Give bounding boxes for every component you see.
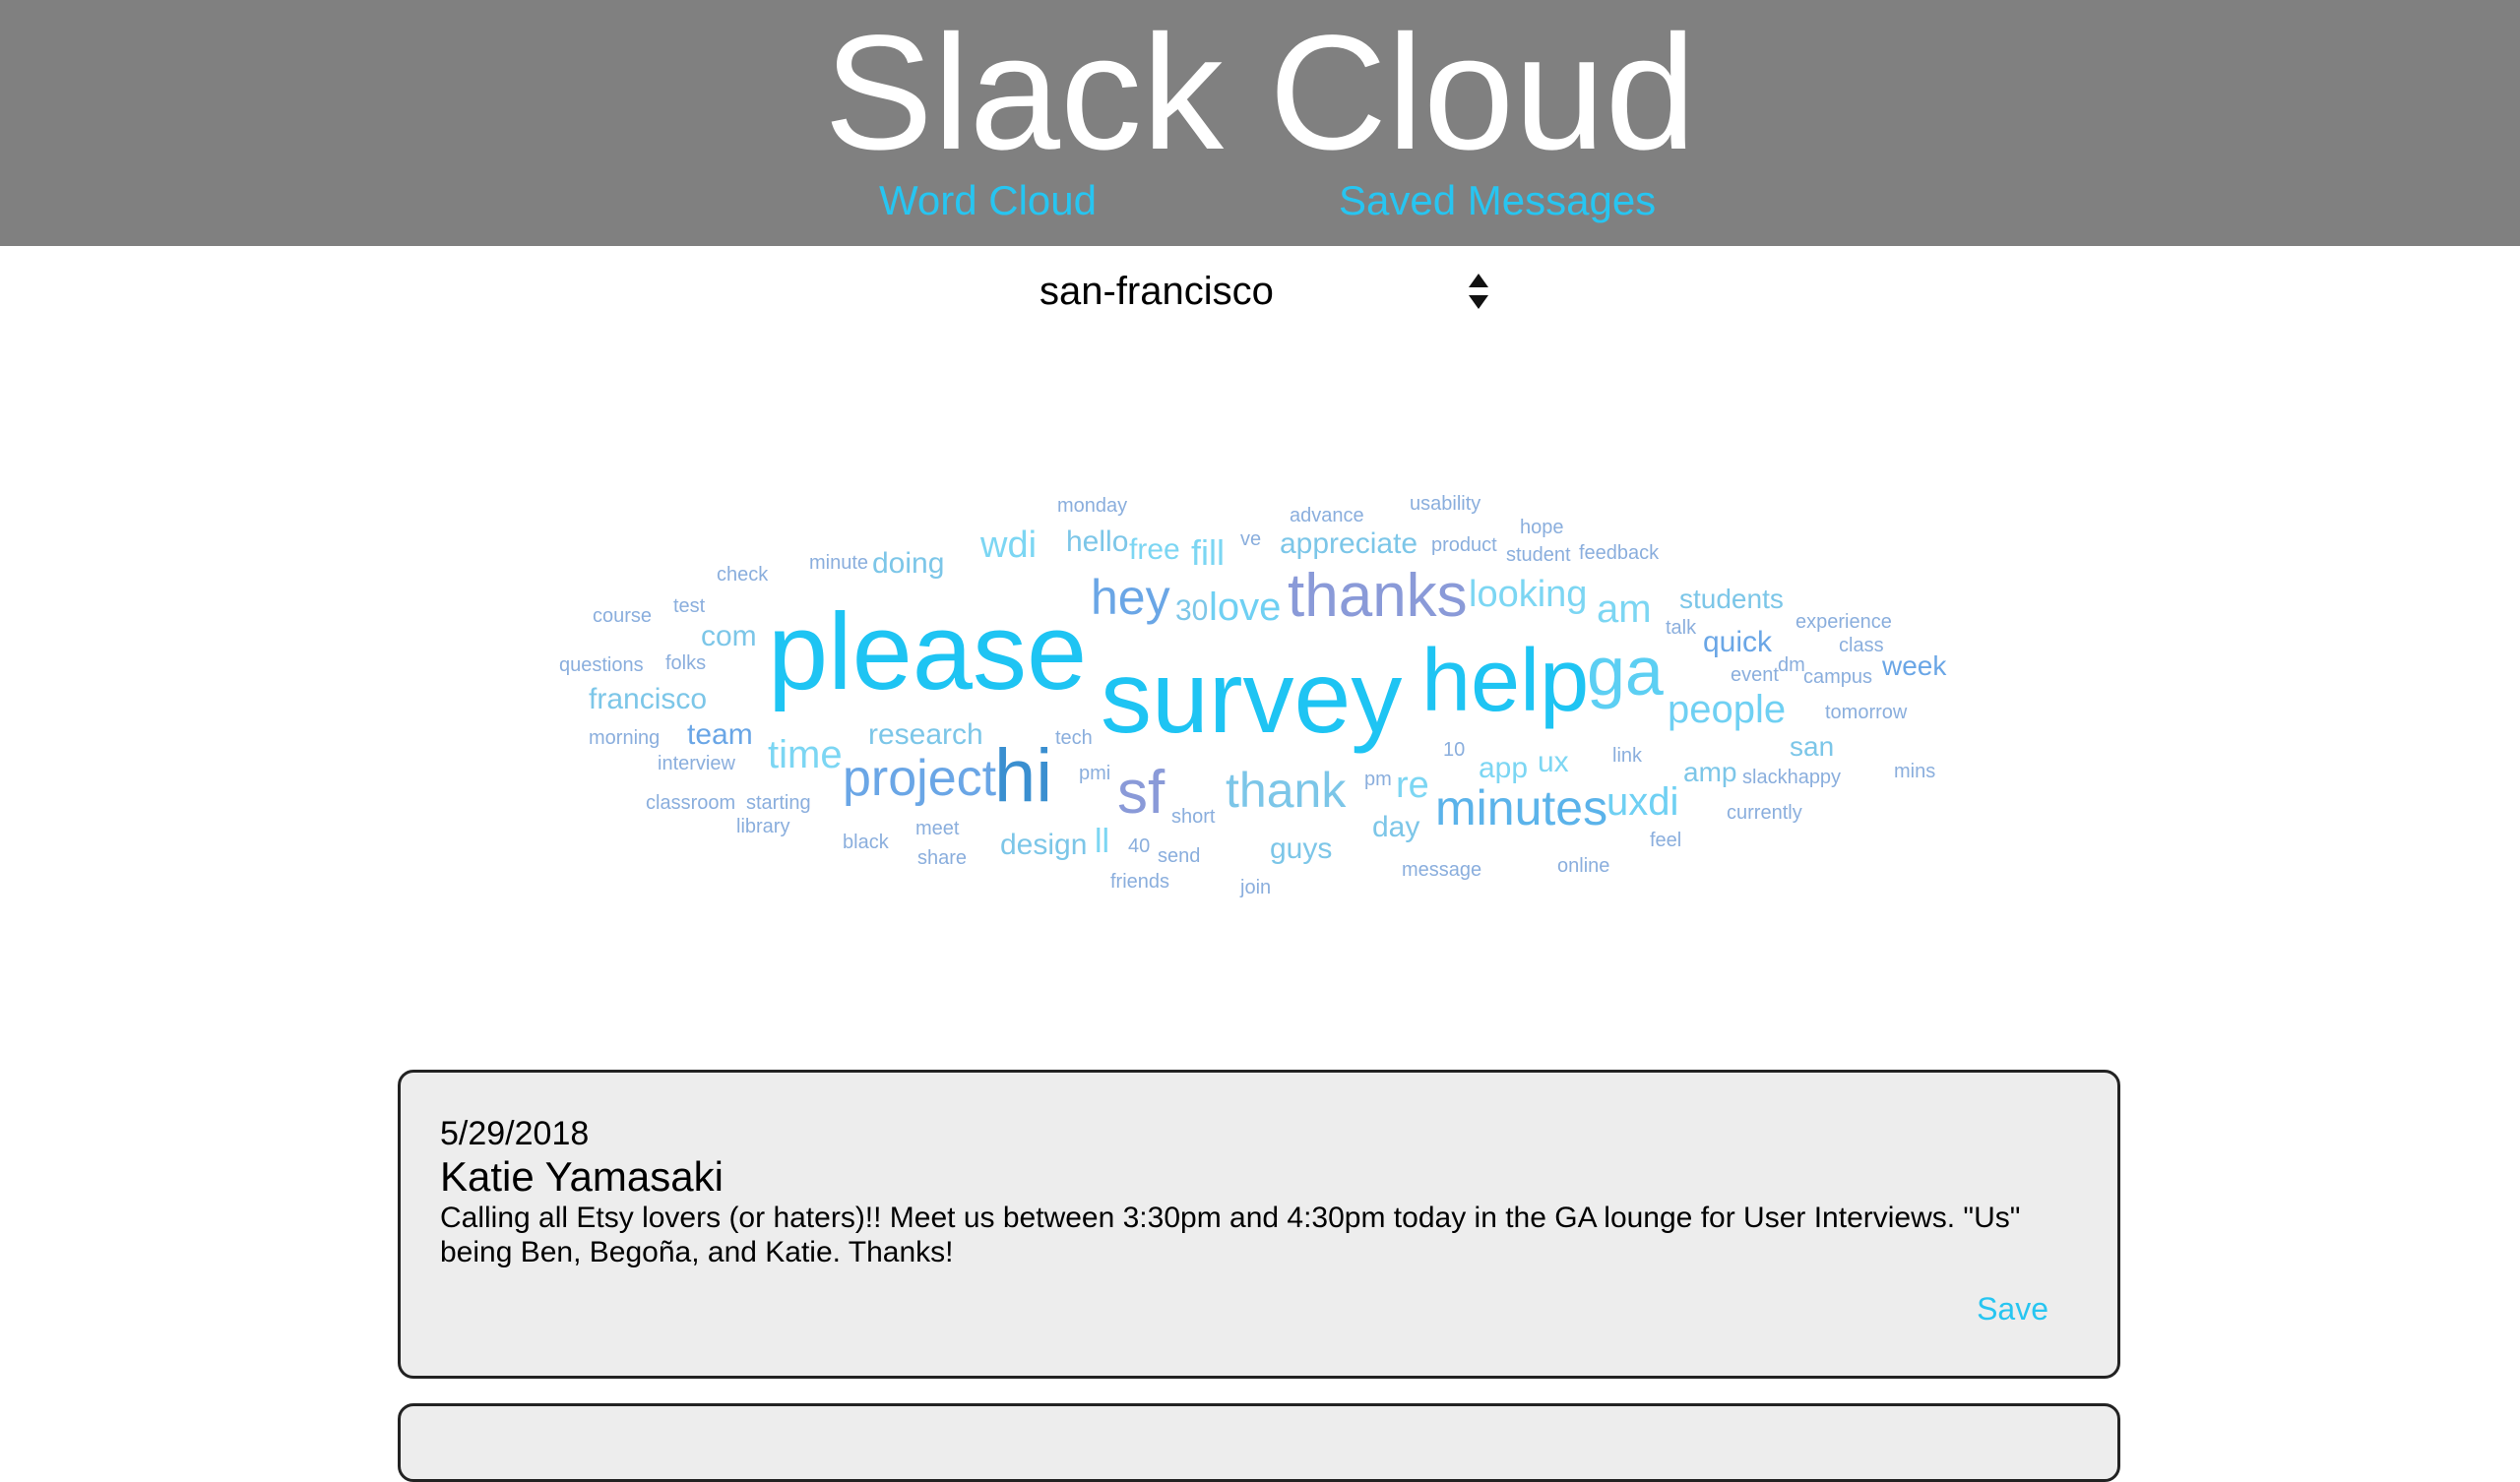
cloud-word-friends: friends (1110, 871, 1169, 893)
cloud-word-30: 30 (1175, 594, 1208, 627)
cloud-word-looking: looking (1469, 574, 1587, 615)
message-user: Katie Yamasaki (440, 1153, 724, 1200)
cloud-word-tech: tech (1055, 727, 1093, 749)
cloud-word-feedback: feedback (1579, 542, 1660, 564)
nav-word-cloud-link[interactable]: Word Cloud (879, 177, 1097, 223)
cloud-word-event: event (1731, 664, 1779, 686)
cloud-word-pmi: pmi (1079, 763, 1110, 784)
nav-saved-messages-link[interactable]: Saved Messages (1339, 177, 1657, 223)
cloud-word-usability: usability (1410, 493, 1480, 515)
cloud-word-10: 10 (1443, 739, 1465, 761)
message-text: Calling all Etsy lovers (or haters)!! Me… (440, 1202, 2021, 1268)
cloud-word-mins: mins (1894, 761, 1935, 782)
cloud-word-share: share (917, 847, 967, 869)
channel-select-value: san-francisco (1040, 270, 1274, 313)
cloud-word-dm: dm (1778, 654, 1805, 676)
cloud-word-ve: ve (1240, 528, 1261, 550)
cloud-word-link: link (1612, 745, 1643, 767)
cloud-word-classroom: classroom (646, 792, 735, 814)
cloud-word-check: check (717, 564, 769, 586)
cloud-word-hi: hi (994, 734, 1052, 818)
cloud-word-slackhappy: slackhappy (1742, 767, 1841, 788)
cloud-word-uxdi: uxdi (1606, 780, 1678, 824)
cloud-word-talk: talk (1666, 617, 1697, 639)
cloud-word-design: design (1000, 829, 1087, 861)
cloud-word-currently: currently (1727, 802, 1802, 824)
cloud-word-hello: hello (1066, 525, 1128, 558)
cloud-word-wdi: wdi (979, 525, 1037, 566)
cloud-word-monday: monday (1057, 495, 1127, 517)
app-title: Slack Cloud (824, 2, 1696, 184)
cloud-word-test: test (673, 595, 706, 617)
cloud-word-tomorrow: tomorrow (1825, 702, 1908, 723)
cloud-word-minutes: minutes (1435, 780, 1607, 835)
cloud-word-black: black (843, 832, 890, 853)
cloud-word-thanks: thanks (1288, 562, 1468, 630)
cloud-word-please: please (768, 591, 1087, 712)
channel-select[interactable]: san-francisco (1024, 262, 1496, 321)
cloud-word-starting: starting (746, 792, 811, 814)
cloud-word-feel: feel (1650, 830, 1681, 851)
cloud-word-doing: doing (872, 547, 944, 580)
cloud-word-re: re (1396, 765, 1429, 806)
cloud-word-product: product (1431, 534, 1497, 556)
cloud-word-ll: ll (1095, 823, 1109, 860)
cloud-word-appreciate: appreciate (1280, 527, 1418, 560)
cloud-word-class: class (1839, 635, 1884, 656)
cloud-word-free: free (1129, 533, 1180, 566)
cloud-word-questions: questions (559, 654, 644, 676)
cloud-word-library: library (736, 816, 789, 837)
cloud-word-thank: thank (1226, 763, 1347, 818)
cloud-word-morning: morning (589, 727, 660, 749)
cloud-word-survey: survey (1101, 641, 1402, 755)
cloud-word-app: app (1479, 752, 1528, 784)
cloud-word-people: people (1668, 688, 1786, 731)
cloud-word-short: short (1171, 806, 1216, 828)
cloud-word-ux: ux (1538, 746, 1569, 778)
cloud-word-guys: guys (1270, 833, 1332, 865)
cloud-word-com: com (701, 620, 757, 652)
cloud-word-time: time (768, 733, 843, 776)
cloud-word-send: send (1158, 845, 1200, 867)
cloud-word-amp: amp (1683, 757, 1736, 787)
cloud-word-hey: hey (1091, 570, 1170, 625)
cloud-word-am: am (1597, 587, 1652, 631)
cloud-word-experience: experience (1796, 611, 1892, 633)
cloud-word-sf: sf (1117, 759, 1166, 827)
cloud-word-campus: campus (1803, 666, 1872, 688)
cloud-word-minute: minute (809, 552, 868, 574)
cloud-word-pm: pm (1364, 769, 1392, 790)
select-arrows-icon (1469, 274, 1488, 309)
cloud-word-san: san (1790, 731, 1834, 762)
cloud-word-project: project (843, 750, 997, 807)
cloud-word-fill: fill (1191, 532, 1225, 573)
cloud-word-ga: ga (1587, 633, 1664, 710)
cloud-word-help: help (1421, 632, 1589, 730)
cloud-word-hope: hope (1520, 517, 1564, 538)
message-card (398, 1403, 2120, 1482)
cloud-word-research: research (868, 718, 983, 751)
cloud-word-student: student (1506, 544, 1571, 566)
cloud-word-love: love (1209, 586, 1281, 629)
cloud-word-francisco: francisco (589, 683, 707, 715)
cloud-word-folks: folks (665, 652, 706, 674)
cloud-word-meet: meet (915, 818, 960, 839)
cloud-word-course: course (593, 605, 652, 627)
cloud-word-students: students (1679, 584, 1784, 614)
cloud-word-quick: quick (1703, 626, 1773, 658)
save-message-button[interactable]: Save (1977, 1287, 2048, 1330)
cloud-word-day: day (1372, 811, 1419, 843)
app-header: Slack Cloud Word Cloud Saved Messages (0, 0, 2520, 246)
cloud-word-online: online (1557, 855, 1609, 877)
cloud-word-40: 40 (1128, 835, 1150, 857)
cloud-word-team: team (687, 718, 753, 751)
cloud-word-advance: advance (1290, 505, 1364, 526)
cloud-word-week: week (1881, 650, 1947, 681)
cloud-word-interview: interview (658, 753, 735, 774)
message-card: 5/29/2018 Katie Yamasaki Calling all Ets… (398, 1070, 2120, 1379)
message-date: 5/29/2018 (440, 1115, 590, 1152)
cloud-word-join: join (1239, 877, 1271, 898)
cloud-word-message: message (1402, 859, 1481, 881)
